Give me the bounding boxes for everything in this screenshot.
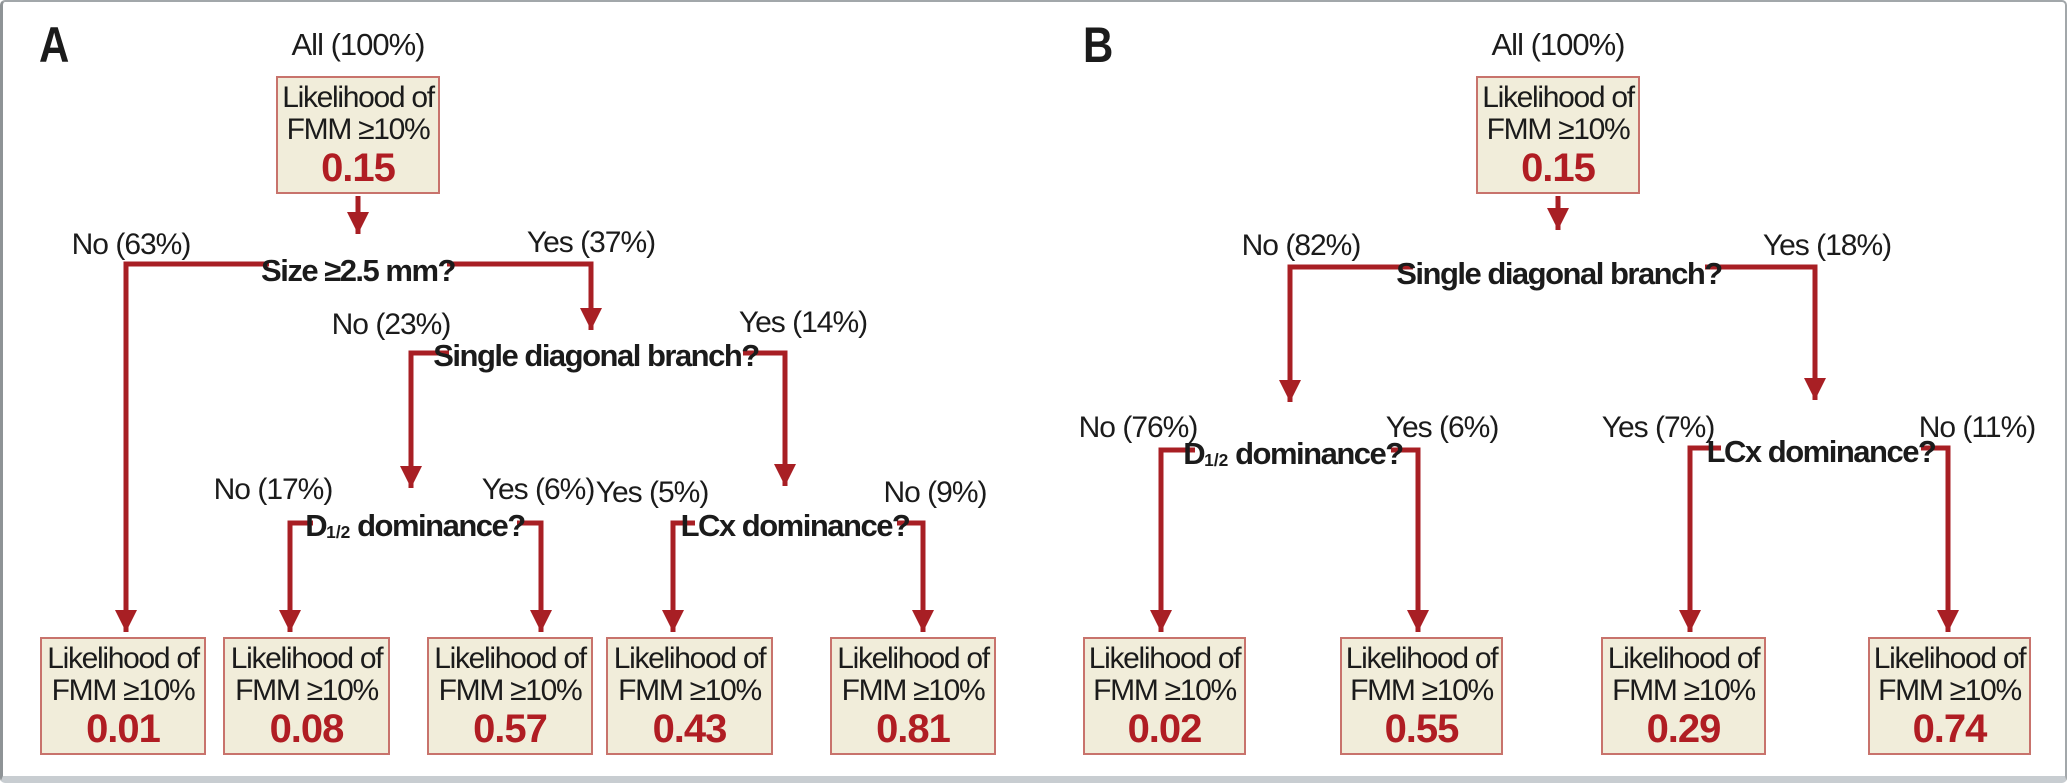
- d-subscript: 1/2: [326, 522, 351, 543]
- a-q3-no-label: No (17%): [213, 473, 334, 506]
- box-line1: Likelihood of: [282, 80, 435, 114]
- a-q4-yes-branch: [661, 520, 695, 632]
- b-leaf-box-2: Likelihood of FMM ≥10% 0.55: [1340, 637, 1503, 755]
- box-line2: FMM ≥10%: [1350, 674, 1494, 707]
- d-prefix: D: [1183, 436, 1205, 471]
- a-q3-no-branch: [278, 520, 313, 632]
- box-line1: Likelihood of: [613, 641, 767, 675]
- a-q2-no-branch: [399, 350, 449, 488]
- a-leaf-value-2: 0.08: [269, 707, 345, 752]
- b-leaf-box-3: Likelihood of FMM ≥10% 0.29: [1601, 637, 1766, 755]
- b-leaf-value-2: 0.55: [1384, 707, 1460, 752]
- a-q1-no-label: No (63%): [71, 228, 192, 261]
- b-question-lcx-dominance: LCx dominance?: [1706, 434, 1937, 469]
- b-leaf-box-1: Likelihood of FMM ≥10% 0.02: [1083, 637, 1246, 755]
- panel-a-label: A: [39, 17, 69, 73]
- a-leaf-value-3: 0.57: [473, 707, 548, 752]
- b-q3-no-label: No (11%): [1918, 411, 2036, 444]
- a-leaf-value-4: 0.43: [652, 707, 728, 752]
- a-q4-yes-label: Yes (5%): [595, 476, 710, 509]
- box-line2: FMM ≥10%: [1878, 674, 2022, 707]
- b-q3-no-branch: [1921, 445, 1960, 632]
- box-line2: FMM ≥10%: [1486, 113, 1631, 146]
- a-q1-yes-label: Yes (37%): [526, 226, 656, 259]
- box-line2: FMM ≥10%: [286, 113, 431, 146]
- box-line1: Likelihood of: [837, 641, 990, 675]
- b-q3-yes-label: Yes (7%): [1601, 411, 1716, 444]
- a-question-single-diagonal: Single diagonal branch?: [433, 338, 760, 373]
- a-leaf-box-2: Likelihood of FMM ≥10% 0.08: [223, 637, 390, 755]
- b-q1-yes-branch: [1705, 264, 1827, 400]
- b-q2-no-branch: [1149, 447, 1195, 632]
- a-leaf-box-3: Likelihood of FMM ≥10% 0.57: [427, 637, 593, 755]
- b-question-single-diagonal: Single diagonal branch?: [1396, 256, 1723, 291]
- b-q2-yes-label: Yes (6%): [1385, 411, 1500, 444]
- b-q2-no-label: No (76%): [1078, 411, 1199, 444]
- box-line2: FMM ≥10%: [235, 674, 379, 707]
- a-q2-no-label: No (23%): [331, 308, 452, 341]
- b-all-label: All (100%): [1491, 27, 1626, 62]
- b-leaf-value-1: 0.02: [1127, 707, 1203, 752]
- box-line2: FMM ≥10%: [51, 674, 196, 707]
- a-q1-yes-branch: [447, 261, 603, 330]
- a-question-lcx-dominance: LCx dominance?: [680, 508, 911, 543]
- box-line2: FMM ≥10%: [1612, 674, 1756, 707]
- a-root-box: Likelihood of FMM ≥10% 0.15: [276, 76, 440, 194]
- box-line1: Likelihood of: [434, 641, 587, 675]
- a-leaf-value-5: 0.81: [876, 707, 951, 752]
- b-leaf-value-4: 0.74: [1912, 707, 1988, 752]
- box-line1: Likelihood of: [230, 641, 384, 675]
- a-q1-no-branch: [114, 261, 269, 632]
- box-line2: FMM ≥10%: [438, 674, 583, 707]
- a-leaf-value-1: 0.01: [86, 707, 161, 752]
- a-root-value: 0.15: [321, 146, 396, 191]
- a-q2-yes-label: Yes (14%): [738, 306, 868, 339]
- b-q1-yes-label: Yes (18%): [1762, 229, 1892, 262]
- b-question-d12-dominance: D1/2 dominance?: [1093, 436, 1493, 472]
- d-suffix: dominance?: [357, 508, 526, 543]
- box-line1: Likelihood of: [1345, 641, 1499, 675]
- box-line1: Likelihood of: [47, 641, 200, 675]
- a-q4-no-branch: [897, 520, 935, 632]
- d-suffix: dominance?: [1235, 436, 1404, 471]
- a-q4-no-label: No (9%): [883, 476, 987, 509]
- box-line2: FMM ≥10%: [1093, 674, 1237, 707]
- b-q3-yes-branch: [1678, 445, 1721, 632]
- b-leaf-value-3: 0.29: [1646, 707, 1722, 752]
- a-q3-yes-branch: [517, 520, 553, 632]
- d-prefix: D: [305, 508, 327, 543]
- a-all-label: All (100%): [291, 27, 426, 62]
- a-question-d12-dominance: D1/2 dominance?: [215, 508, 615, 544]
- b-q2-yes-branch: [1391, 447, 1430, 632]
- tree-connectors: [114, 196, 1960, 632]
- b-root-box: Likelihood of FMM ≥10% 0.15: [1476, 76, 1640, 194]
- a-leaf-box-4: Likelihood of FMM ≥10% 0.43: [606, 637, 773, 755]
- box-line1: Likelihood of: [1088, 641, 1242, 675]
- box-line1: Likelihood of: [1482, 80, 1635, 114]
- b-q1-no-label: No (82%): [1241, 229, 1362, 262]
- a-leaf-box-5: Likelihood of FMM ≥10% 0.81: [830, 637, 996, 755]
- box-line1: Likelihood of: [1607, 641, 1761, 675]
- panel-b-label: B: [1083, 17, 1113, 73]
- b-root-value: 0.15: [1521, 146, 1596, 191]
- d-subscript: 1/2: [1204, 450, 1229, 471]
- box-line1: Likelihood of: [1873, 641, 2027, 675]
- box-line2: FMM ≥10%: [841, 674, 986, 707]
- a-leaf-box-1: Likelihood of FMM ≥10% 0.01: [40, 637, 206, 755]
- a-question-size: Size ≥2.5 mm?: [261, 253, 456, 288]
- a-q3-yes-label: Yes (6%): [481, 473, 596, 506]
- a-q2-yes-branch: [743, 350, 797, 486]
- box-line2: FMM ≥10%: [618, 674, 762, 707]
- b-q1-no-branch: [1278, 264, 1413, 402]
- b-leaf-box-4: Likelihood of FMM ≥10% 0.74: [1868, 637, 2031, 755]
